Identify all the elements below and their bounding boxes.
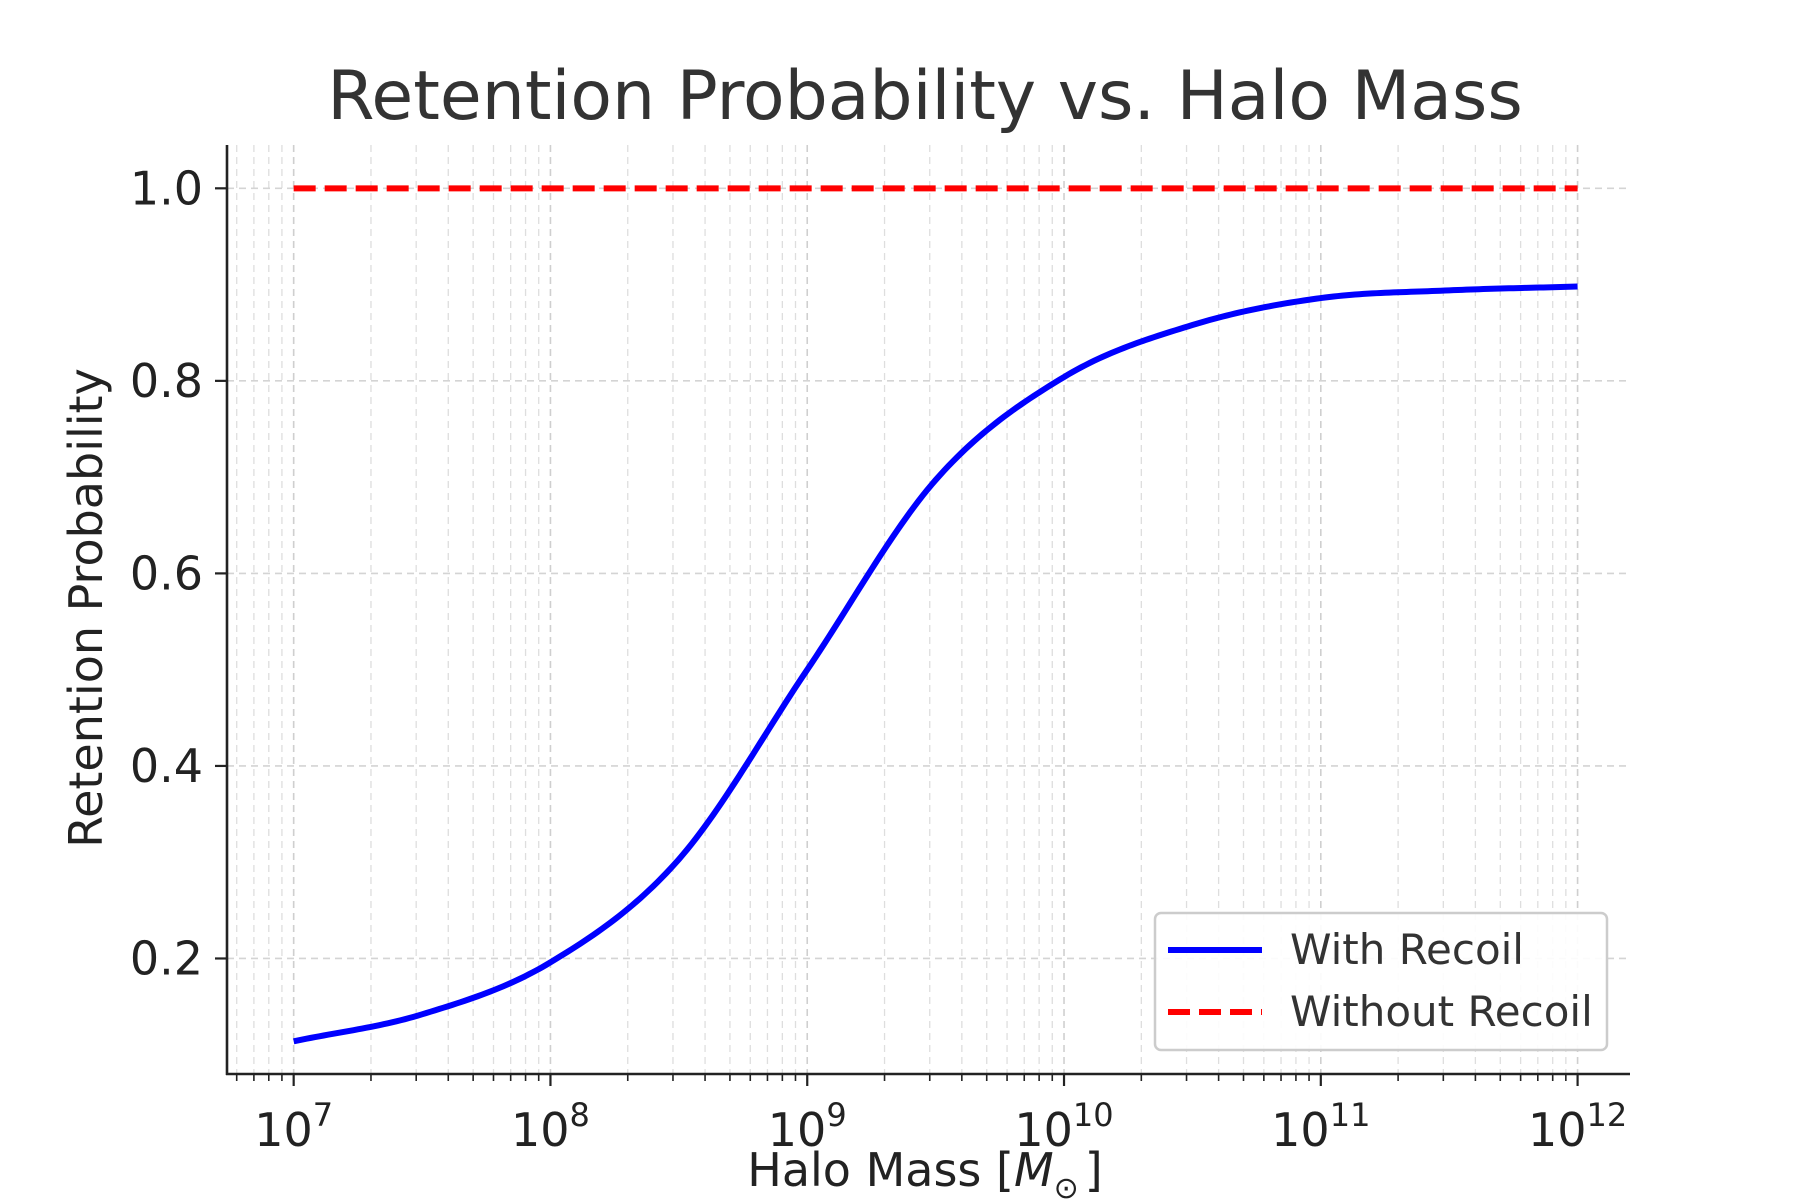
- chart-title: Retention Probability vs. Halo Mass: [327, 57, 1523, 136]
- x-tick-label: 107: [254, 1096, 333, 1157]
- x-tick-label: 108: [511, 1096, 590, 1157]
- x-axis-label-suffix: ]: [1085, 1143, 1103, 1197]
- x-tick-label-base: 10: [254, 1103, 313, 1157]
- y-tick-label: 0.2: [130, 931, 203, 985]
- y-axis-label: Retention Probability: [59, 368, 113, 848]
- x-tick-label-base: 10: [768, 1103, 827, 1157]
- x-axis-label: Halo Mass [M⊙]: [747, 1143, 1103, 1200]
- legend-box: [1153, 911, 1609, 1052]
- x-tick-label-base: 10: [511, 1103, 570, 1157]
- series-line-with-recoil: [293, 283, 1578, 1045]
- x-tick-label-base: 10: [1528, 1103, 1587, 1157]
- x-tick-label-exponent: 9: [826, 1096, 846, 1134]
- x-tick-label: 1011: [1271, 1096, 1370, 1157]
- legend-label-with-recoil: With Recoil: [1290, 925, 1524, 974]
- x-tick-label-base: 10: [1271, 1103, 1330, 1157]
- y-tick-label: 0.4: [130, 739, 203, 793]
- x-tick-label-exponent: 10: [1073, 1096, 1114, 1134]
- y-tick-label: 0.6: [130, 546, 203, 600]
- x-tick-label-base: 10: [1014, 1103, 1073, 1157]
- y-tick-label: 1.0: [130, 161, 203, 215]
- legend-label-without-recoil: Without Recoil: [1290, 987, 1593, 1036]
- x-tick-label: 1012: [1528, 1096, 1627, 1157]
- x-axis-label-symbol: M: [1014, 1143, 1054, 1197]
- x-tick-label-exponent: 12: [1586, 1096, 1627, 1134]
- x-axis-label-subscript: ⊙: [1054, 1171, 1079, 1200]
- series-group: [293, 185, 1578, 1045]
- x-axis-label-text: Halo Mass [: [747, 1143, 1014, 1197]
- axes: [215, 145, 1630, 1086]
- x-tick-label-exponent: 7: [313, 1096, 333, 1134]
- x-tick-label-exponent: 11: [1330, 1096, 1371, 1134]
- x-tick-label-exponent: 8: [570, 1096, 590, 1134]
- x-tick-label: 109: [768, 1096, 847, 1157]
- x-tick-label: 1010: [1014, 1096, 1113, 1157]
- y-tick-label: 0.8: [130, 354, 203, 408]
- legend: With Recoil Without Recoil: [1153, 911, 1609, 1052]
